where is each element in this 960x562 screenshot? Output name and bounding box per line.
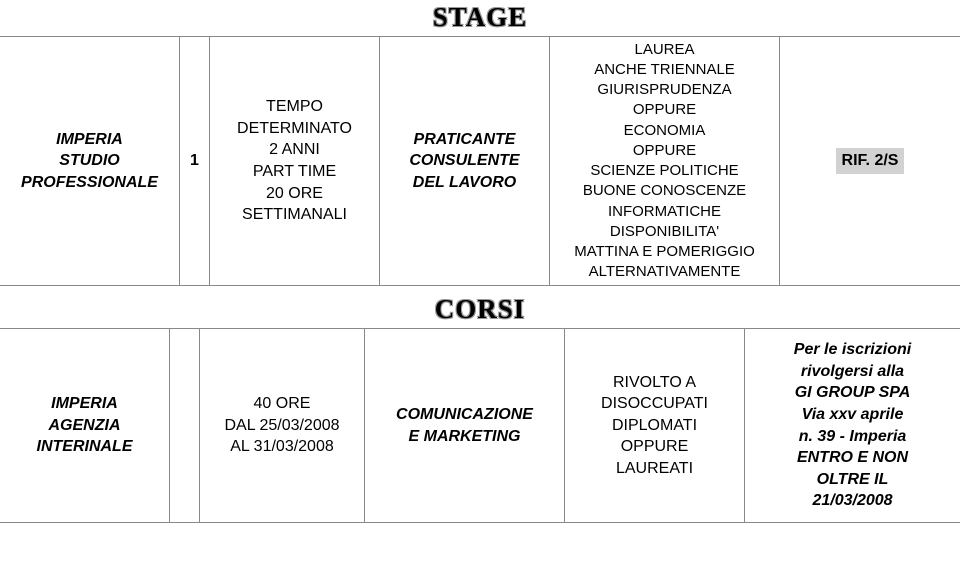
text: GIURISPRUDENZA [597,80,731,100]
text: IMPERIA [56,129,123,151]
stage-rif-cell: RIF. 2/S [780,37,960,285]
text: DISPONIBILITA' [610,222,719,242]
text: LAUREATI [616,458,693,480]
corsi-heading: CORSI [435,294,526,325]
corsi-location: IMPERIA AGENZIA INTERINALE [0,329,170,522]
text: DAL 25/03/2008 [224,415,339,437]
text: DIPLOMATI [612,415,697,437]
text: BUONE CONOSCENZE [583,181,746,201]
corsi-row: IMPERIA AGENZIA INTERINALE 40 ORE DAL 25… [0,328,960,523]
text: rivolgersi alla [801,361,904,383]
text: Via xxv aprile [802,404,904,426]
stage-count: 1 [180,37,210,285]
text: 40 ORE [254,393,311,415]
text: n. 39 - Imperia [799,426,907,448]
text: OPPURE [621,436,689,458]
text: AL 31/03/2008 [230,436,334,458]
text: PRATICANTE [414,129,516,151]
text: PROFESSIONALE [21,172,158,194]
text: 2 ANNI [269,139,320,161]
text: Per le iscrizioni [794,339,911,361]
text: DISOCCUPATI [601,393,708,415]
text: E MARKETING [409,426,521,448]
text: TEMPO [266,96,323,118]
text: CONSULENTE [409,150,519,172]
stage-time: TEMPO DETERMINATO 2 ANNI PART TIME 20 OR… [210,37,380,285]
text: ENTRO E NON [797,447,908,469]
text: GI GROUP SPA [795,382,911,404]
text: SCIENZE POLITICHE [590,161,738,181]
text: IMPERIA [51,393,118,415]
corsi-role: COMUNICAZIONE E MARKETING [365,329,565,522]
text: 21/03/2008 [812,490,892,512]
text: AGENZIA [49,415,121,437]
page: STAGE IMPERIA STUDIO PROFESSIONALE 1 TEM… [0,0,960,562]
corsi-time: 40 ORE DAL 25/03/2008 AL 31/03/2008 [200,329,365,522]
text: 20 ORE [266,183,323,205]
text: SETTIMANALI [242,204,347,226]
rif-badge: RIF. 2/S [836,148,905,174]
text: ALTERNATIVAMENTE [589,262,741,282]
text: OPPURE [633,100,696,120]
text: DEL LAVORO [413,172,516,194]
stage-location: IMPERIA STUDIO PROFESSIONALE [0,37,180,285]
text: MATTINA E POMERIGGIO [574,242,755,262]
text: STUDIO [59,150,119,172]
corsi-rif: Per le iscrizioni rivolgersi alla GI GRO… [745,329,960,522]
text: OPPURE [633,141,696,161]
text: COMUNICAZIONE [396,404,533,426]
corsi-spacer [170,329,200,522]
text: ECONOMIA [624,121,706,141]
corsi-requirements: RIVOLTO A DISOCCUPATI DIPLOMATI OPPURE L… [565,329,745,522]
stage-role: PRATICANTE CONSULENTE DEL LAVORO [380,37,550,285]
text: DETERMINATO [237,118,352,140]
text: OLTRE IL [817,469,889,491]
stage-heading: STAGE [433,2,528,33]
text: ANCHE TRIENNALE [594,60,735,80]
text: PART TIME [253,161,336,183]
text: LAUREA [634,40,694,60]
text: INTERINALE [37,436,133,458]
stage-requirements: LAUREA ANCHE TRIENNALE GIURISPRUDENZA OP… [550,37,780,285]
text: INFORMATICHE [608,202,721,222]
text: RIVOLTO A [613,372,696,394]
stage-row: IMPERIA STUDIO PROFESSIONALE 1 TEMPO DET… [0,36,960,286]
